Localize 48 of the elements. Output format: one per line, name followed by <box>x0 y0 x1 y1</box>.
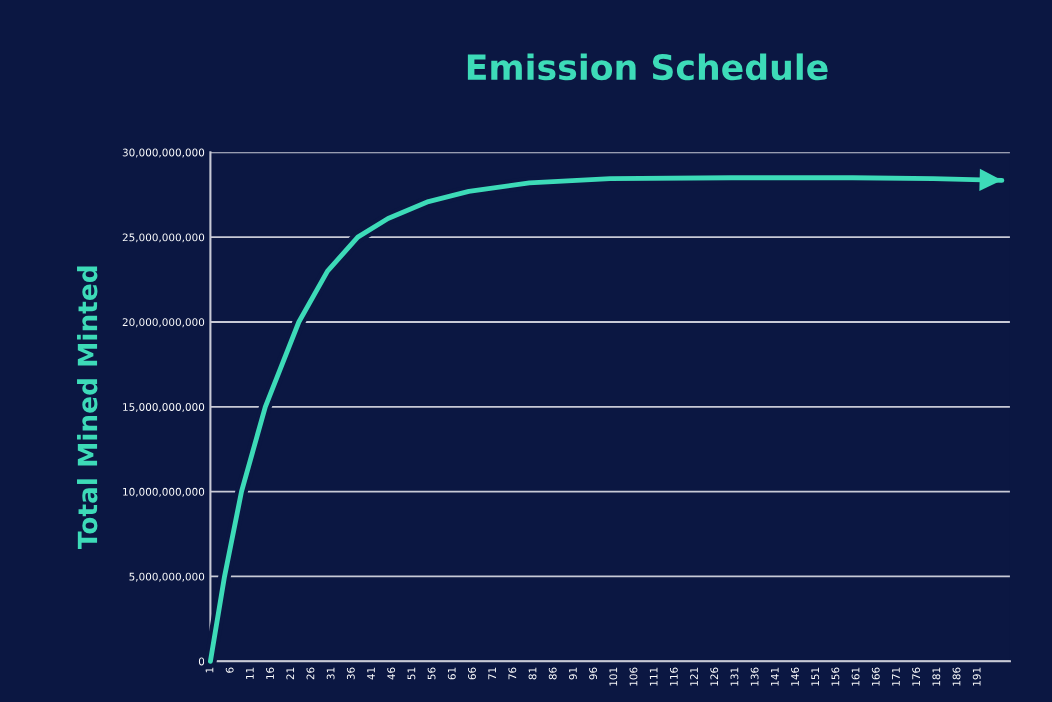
x-tick-label: 161 <box>851 667 860 686</box>
x-tick-label: 181 <box>932 667 941 686</box>
x-tick-label: 76 <box>508 667 517 680</box>
x-tick-label: 126 <box>710 667 719 686</box>
x-tick-label: 1 <box>205 667 214 673</box>
x-tick-label: 156 <box>831 667 840 686</box>
x-tick-label: 146 <box>791 667 799 686</box>
x-tick-label: 31 <box>326 667 335 680</box>
x-tick-label: 111 <box>649 667 658 686</box>
y-tick-label: 20,000,000,000 <box>122 318 205 328</box>
x-tick-label: 186 <box>952 667 961 686</box>
y-tick-label: 5,000,000,000 <box>129 572 205 582</box>
x-tick-label: 106 <box>629 667 638 686</box>
x-tick-label: 36 <box>346 667 355 680</box>
x-tick-label: 16 <box>266 667 274 679</box>
y-axis-title: Total Mined Minted <box>77 266 98 550</box>
x-tick-label: 136 <box>750 667 759 686</box>
y-tick-label: 30,000,000,000 <box>122 148 205 158</box>
y-tick-label: 25,000,000,000 <box>122 233 205 243</box>
x-tick-label: 61 <box>447 667 456 680</box>
x-tick-label: 101 <box>609 667 618 686</box>
x-tick-label: 96 <box>589 667 598 680</box>
y-tick-label: 0 <box>198 657 205 666</box>
x-tick-label: 21 <box>286 667 295 680</box>
x-tick-label: 71 <box>488 667 496 680</box>
x-tick-label: 176 <box>912 667 921 686</box>
x-tick-label: 46 <box>387 667 396 680</box>
x-tick-label: 121 <box>690 667 698 686</box>
x-tick-label: 131 <box>730 667 739 686</box>
x-tick-label: 166 <box>871 667 880 686</box>
x-tick-label: 51 <box>407 667 416 680</box>
x-tick-label: 26 <box>306 667 315 680</box>
x-tick-label: 11 <box>246 667 254 679</box>
x-tick-label: 116 <box>669 667 678 686</box>
x-tick-label: 81 <box>528 667 537 680</box>
x-tick-label: 66 <box>468 667 476 680</box>
x-tick-label: 6 <box>225 667 234 673</box>
chart-title: Emission Schedule <box>467 53 828 81</box>
x-tick-label: 41 <box>367 667 375 680</box>
y-tick-label: 15,000,000,000 <box>123 403 205 412</box>
x-tick-label: 191 <box>972 667 981 686</box>
x-tick-label: 171 <box>892 667 900 686</box>
x-tick-label: 151 <box>811 667 820 686</box>
x-tick-label: 56 <box>427 667 436 680</box>
x-tick-label: 141 <box>771 667 779 686</box>
x-tick-label: 86 <box>548 667 557 680</box>
y-tick-label: 10,000,000,000 <box>123 487 205 497</box>
x-tick-label: 91 <box>568 667 577 680</box>
